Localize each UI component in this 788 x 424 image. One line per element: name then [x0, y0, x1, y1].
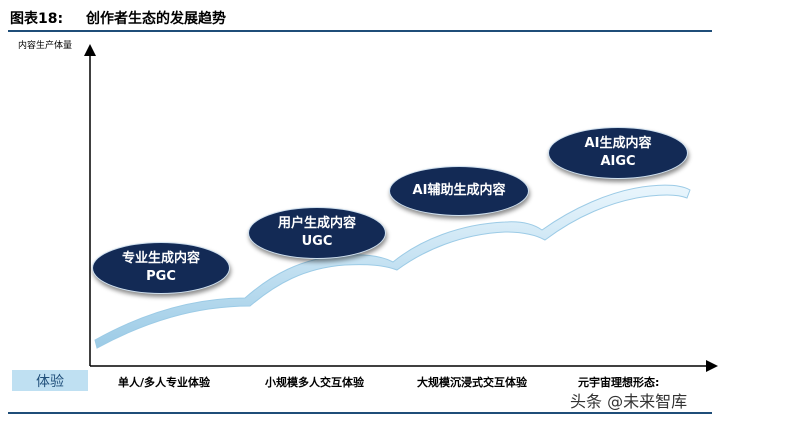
bottom-rule — [8, 412, 712, 414]
bubble-ai-assisted: AI辅助生成内容 — [389, 166, 529, 216]
y-axis-label: 内容生产体量 — [18, 41, 73, 51]
bubble-ai-assisted-line1: AI辅助生成内容 — [412, 183, 506, 198]
bubble-pgc: 专业生成内容 PGC — [92, 242, 230, 294]
bubble-ugc: 用户生成内容 UGC — [248, 207, 386, 259]
bubble-ugc-line1: 用户生成内容 — [277, 216, 356, 231]
stage-label-3: 大规模沉浸式交互体验 — [417, 376, 527, 389]
bubble-ugc-line2: UGC — [301, 234, 333, 249]
watermark: 头条 @未来智库 — [566, 388, 692, 412]
figure-number: 图表18: — [10, 11, 64, 27]
bubble-aigc-line2: AIGC — [600, 154, 636, 169]
bubble-aigc-line1: AI生成内容 — [584, 136, 652, 151]
figure-title: 创作者生态的发展趋势 — [86, 11, 226, 27]
bubble-pgc-line1: 专业生成内容 — [121, 251, 200, 266]
title-bar: 图表18: 创作者生态的发展趋势 — [8, 4, 712, 32]
stage-label-1: 单人/多人专业体验 — [118, 376, 211, 389]
bubble-pgc-line2: PGC — [146, 269, 176, 284]
bubble-aigc: AI生成内容 AIGC — [548, 127, 688, 179]
x-axis-chip: 体验 — [12, 370, 88, 391]
stage-label-4: 元宇宙理想形态: — [578, 376, 660, 389]
stage-label-2: 小规模多人交互体验 — [265, 376, 364, 389]
